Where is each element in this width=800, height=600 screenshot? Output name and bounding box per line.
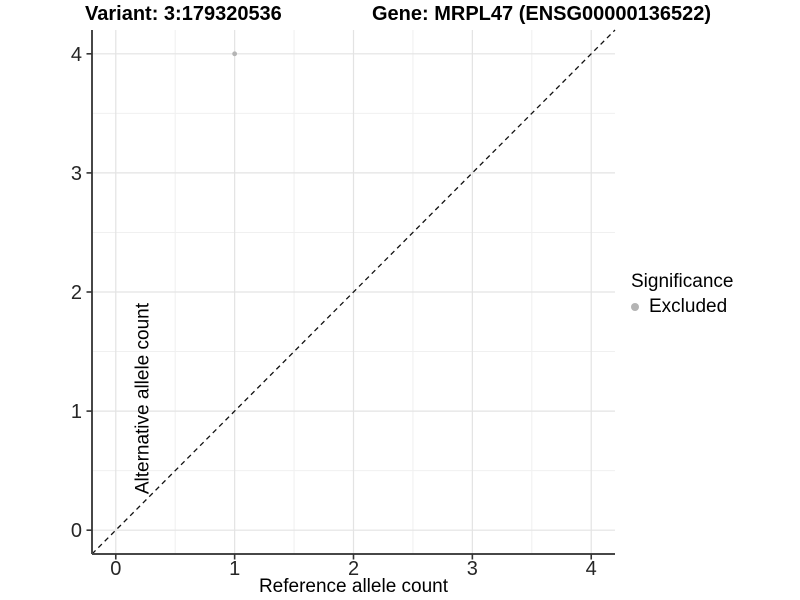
y-tick-label: 4 xyxy=(71,44,82,66)
x-tick-label: 2 xyxy=(348,558,359,580)
legend-entry-label: Excluded xyxy=(649,296,728,317)
y-axis-title: Alternative allele count xyxy=(132,303,154,495)
legend-title: Significance xyxy=(631,271,734,292)
y-tick-label: 0 xyxy=(71,520,82,542)
y-axis-ticks: 0 1 2 3 4 xyxy=(71,44,92,542)
x-axis-ticks: 0 1 2 3 4 xyxy=(110,554,597,580)
y-tick-label: 2 xyxy=(71,282,82,304)
x-tick-label: 3 xyxy=(467,558,478,580)
x-tick-label: 1 xyxy=(229,558,240,580)
plot-title-variant: Variant: 3:179320536 xyxy=(85,3,282,25)
x-tick-label: 4 xyxy=(586,558,597,580)
x-axis-title: Reference allele count xyxy=(258,576,449,597)
data-points xyxy=(232,51,238,57)
data-point xyxy=(232,51,238,57)
y-tick-label: 1 xyxy=(71,401,82,423)
legend-entry: Excluded xyxy=(631,296,733,318)
legend: Significance Excluded xyxy=(631,271,733,318)
legend-point-icon xyxy=(631,303,639,311)
x-tick-label: 0 xyxy=(110,558,121,580)
grid-major xyxy=(92,30,615,554)
identity-line xyxy=(91,29,616,555)
plot-title-gene: Gene: MRPL47 (ENSG00000136522) xyxy=(372,3,712,25)
y-tick-label: 3 xyxy=(71,163,82,185)
